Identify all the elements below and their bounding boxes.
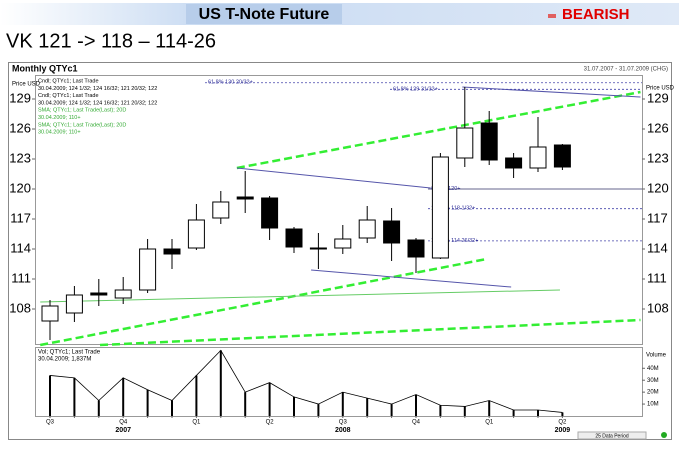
candle-body [90, 292, 108, 296]
candle-body [114, 289, 132, 299]
price-plot [35, 75, 643, 345]
y-tick-label: 108 [647, 300, 669, 315]
fib-label: 161.8% 114 26/32+ [431, 238, 478, 244]
x-tick-label: Q4 [412, 420, 421, 426]
candle-body [212, 201, 230, 219]
x-tick-label: Q2 [266, 420, 275, 426]
x-tick-label: Q4 [119, 420, 128, 426]
y-tick-label: 123 [9, 150, 31, 165]
legend-line: Cndl; QTYc1; Last Trade [38, 93, 99, 99]
y-tick-label: 123 [647, 150, 669, 165]
status-dot [661, 432, 667, 438]
candle-body [187, 219, 205, 249]
y-tick-label: 120 [9, 180, 31, 195]
legend-line: 30.04.2009; 110+ [38, 115, 81, 121]
legend-line: 30.04.2009; 110+ [38, 130, 81, 136]
x-tick-label: Q1 [192, 420, 201, 426]
date-range: 31.07.2007 - 31.07.2009 (CHG) [584, 67, 668, 73]
candle-body [41, 305, 59, 322]
trendline [40, 257, 487, 347]
y-tick-label: 111 [11, 270, 31, 285]
candle-body [505, 157, 523, 169]
volume-label: Volume [646, 353, 667, 359]
y-tick-label: 111 [647, 270, 667, 285]
volume-tick-label: 40M [647, 366, 659, 372]
trendline [311, 269, 512, 288]
y-label-left: Price USD [12, 82, 41, 88]
candle-body [358, 219, 376, 239]
candle-body [529, 146, 547, 169]
year-label: 2009 [555, 427, 571, 434]
volume-tick-label: 30M [647, 378, 659, 384]
trendline [462, 86, 641, 98]
y-tick-label: 126 [9, 120, 31, 135]
candle-body [383, 220, 401, 244]
footer-box [577, 431, 647, 440]
y-tick-label: 117 [647, 210, 668, 225]
legend-line: SMA; QTYc1; Last Trade(Last); 20D [38, 122, 126, 128]
candle-body [309, 247, 327, 250]
trendline [236, 167, 431, 189]
legend-line: Cndl; QTYc1; Last Trade [38, 78, 99, 84]
trendline [99, 318, 641, 347]
volume-plot [35, 347, 643, 417]
candle-body [163, 248, 181, 255]
candle-body [236, 196, 254, 200]
volume-line [49, 349, 563, 413]
x-tick-label: Q3 [46, 420, 55, 426]
year-label: 2008 [335, 427, 351, 434]
subtitle: VK 121 -> 118 – 114-26 [6, 30, 216, 52]
x-tick-label: Q3 [339, 420, 348, 426]
legend-line: 30.04.2009; 124 1/32; 124 16/32; 121 20/… [38, 100, 157, 106]
candle-body [431, 156, 449, 259]
trendline [236, 90, 641, 170]
y-tick-label: 114 [647, 240, 668, 255]
volume-legend: 30.04.2009; 1,837M [38, 357, 91, 363]
y-tick-label: 129 [647, 90, 669, 105]
year-label: 2007 [115, 427, 131, 434]
y-tick-label: 117 [10, 210, 31, 225]
fib-label: 61.8% 129 31/32+ [393, 86, 438, 92]
candle-body [480, 122, 498, 161]
header-title: US T-Note Future [199, 6, 330, 23]
fib-label: 100.0% 118 1/32+ [431, 206, 475, 212]
volume-tick-label: 10M [647, 402, 659, 408]
candle-body [553, 144, 571, 168]
candle-body [65, 294, 83, 314]
volume-tick-label: 20M [647, 390, 659, 396]
candle-body [261, 197, 279, 229]
legend-line: SMA; QTYc1; Last Trade(Last); 20D [38, 108, 126, 114]
x-tick-label: Q1 [485, 420, 494, 426]
signal-icon [548, 14, 556, 18]
candle-body [334, 238, 352, 249]
footer: 25 Data Period [595, 433, 629, 439]
y-tick-label: 126 [647, 120, 669, 135]
y-tick-label: 114 [10, 240, 31, 255]
candle-body [456, 127, 474, 159]
title-box [186, 4, 342, 24]
candle-body [139, 248, 157, 291]
candle-body [285, 228, 303, 248]
y-label-right: Price USD [646, 86, 675, 92]
x-tick-label: Q2 [558, 420, 567, 426]
volume-legend: Vol; QTYc1; Last Trade [38, 350, 101, 356]
chart-title: Monthly QTYc1 [12, 63, 78, 73]
legend-line: 30.04.2009; 124 1/32; 124 16/32; 121 20/… [38, 86, 157, 92]
y-tick-label: 129 [9, 90, 31, 105]
trendline [40, 289, 560, 303]
candle-body [407, 239, 425, 258]
fib-label: 61.8% 130 20/32+ [208, 80, 253, 86]
y-tick-label: 120 [647, 180, 669, 195]
y-tick-label: 108 [9, 300, 31, 315]
header-signal: BEARISH [562, 6, 630, 23]
